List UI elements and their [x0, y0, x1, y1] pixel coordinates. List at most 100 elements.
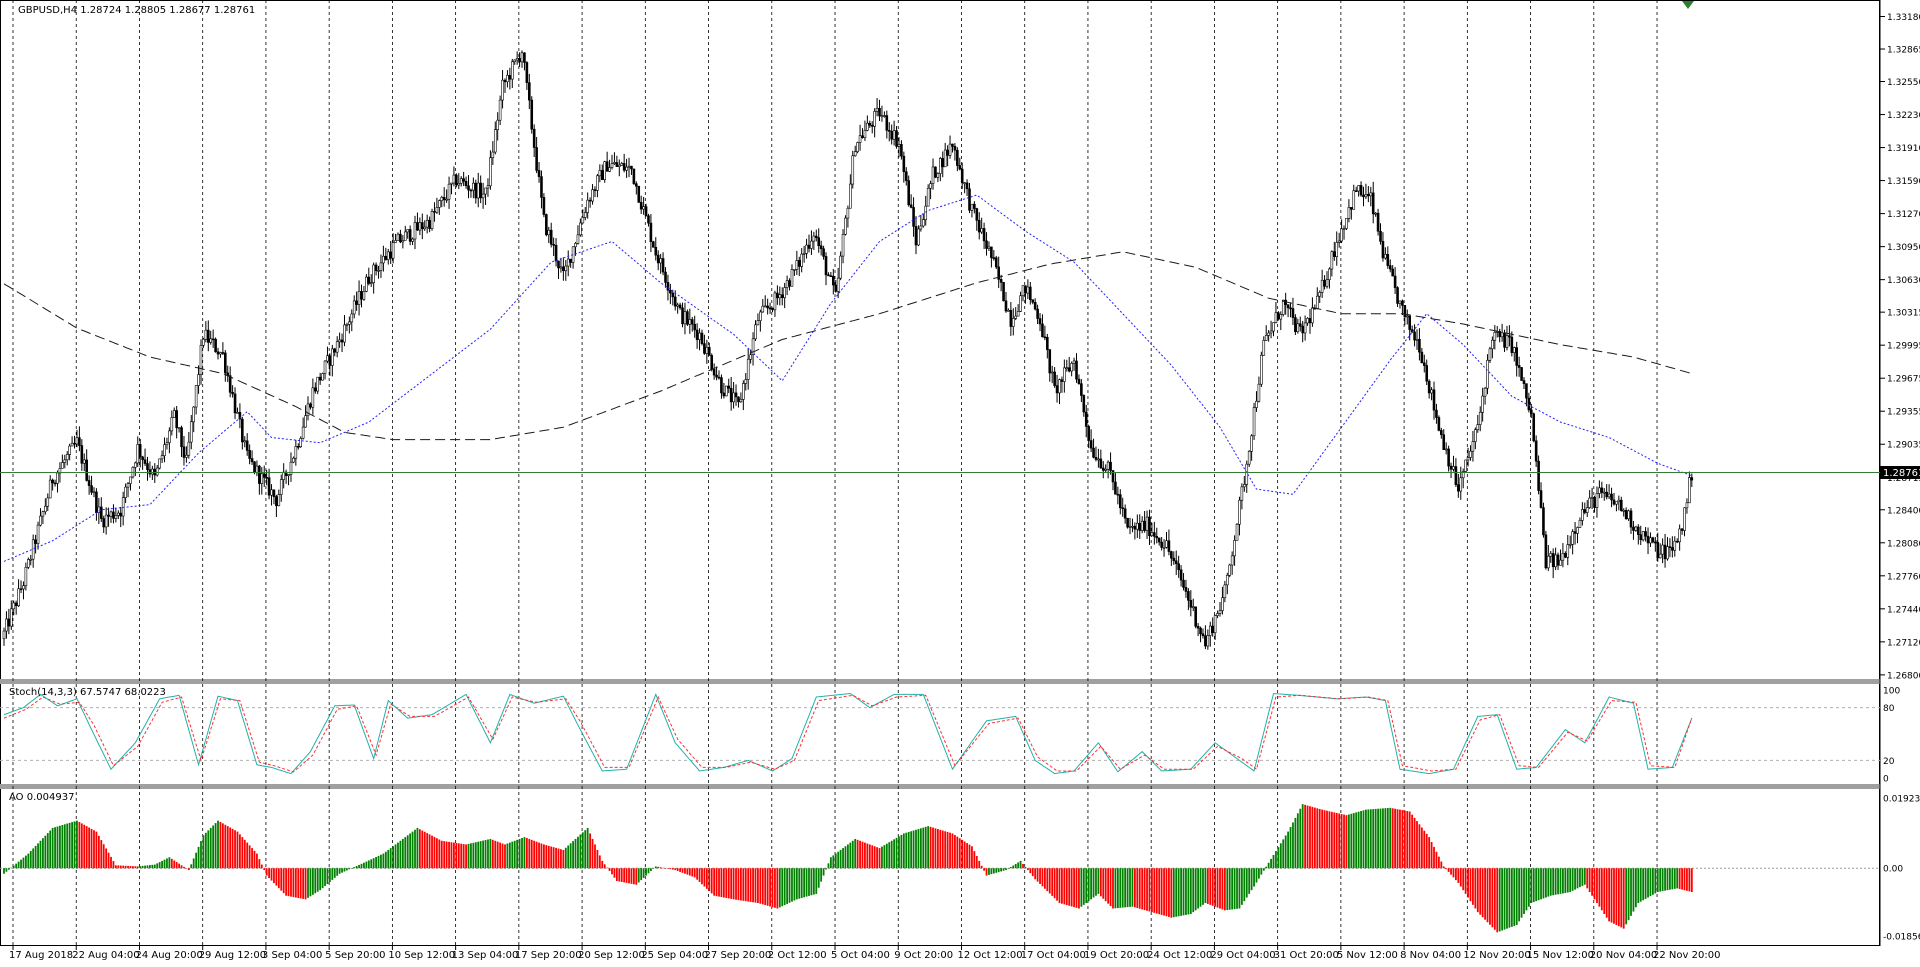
candle-bull: [348, 322, 350, 324]
candle-bear: [772, 308, 774, 310]
ao-bar-down: [88, 827, 90, 868]
candle-bear: [1455, 467, 1457, 485]
ao-bar-down: [1336, 813, 1338, 868]
ao-bar-up: [1538, 868, 1540, 900]
candle-bull: [1555, 555, 1557, 567]
candle-bear: [1029, 287, 1031, 300]
ao-bar-up: [1015, 864, 1017, 868]
ao-bar-down: [465, 844, 467, 868]
candle-bull: [579, 223, 581, 235]
ao-bar-up: [195, 853, 197, 869]
ao-bar-up: [995, 868, 997, 873]
candle-bear: [993, 258, 995, 259]
candle-bull: [939, 158, 941, 173]
candle-bull: [485, 188, 487, 194]
ao-bar-down: [684, 868, 686, 873]
candle-bull: [1020, 296, 1022, 312]
candle-bear: [869, 123, 871, 125]
chart-shift-marker[interactable]: [1682, 1, 1694, 9]
candle-bull: [1209, 626, 1211, 635]
price-pane[interactable]: 1.33180 1.32865 1.32550 1.32230 1.31910 1.315…: [0, 1, 1920, 681]
ao-bar-down: [769, 868, 771, 906]
ao-bar-up: [480, 841, 482, 868]
ao-bar-down: [504, 844, 506, 868]
candle-bear: [1440, 430, 1442, 434]
candle-bear: [815, 236, 817, 238]
ao-bar-down: [1029, 868, 1031, 873]
ao-bar-down: [91, 829, 93, 868]
ao-bar-up: [1085, 868, 1087, 903]
ao-bar-down: [120, 866, 122, 869]
ao-bar-down: [1022, 864, 1024, 868]
main-chart-title: GBPUSD,H4 1.28724 1.28805 1.28677 1.2876…: [18, 5, 255, 16]
ao-bar-down: [716, 868, 718, 896]
ao-bar-down: [932, 828, 934, 869]
candle-bear: [1508, 336, 1510, 337]
candle-bull: [5, 619, 7, 631]
candle-bull: [964, 183, 966, 184]
ao-bar-up: [835, 854, 837, 869]
ao-bar-down: [531, 840, 533, 868]
candle-bear: [769, 308, 771, 309]
candle-bear: [297, 446, 299, 447]
candle-bear: [1034, 302, 1036, 309]
candle-bear: [1404, 305, 1406, 316]
ao-bar-up: [927, 826, 929, 868]
candle-bear: [266, 477, 268, 478]
ao-bar-down: [560, 849, 562, 868]
candle-bull: [156, 468, 158, 475]
candle-bear: [1443, 435, 1445, 450]
ao-bar-up: [1504, 868, 1506, 929]
ao-bar-up: [1550, 868, 1552, 895]
candle-bear: [723, 393, 725, 396]
ao-bar-down: [1166, 868, 1168, 916]
candle-bear: [1085, 412, 1087, 426]
ao-bar-up: [1662, 868, 1664, 891]
candle-bull: [93, 492, 95, 493]
candle-bear: [1076, 361, 1078, 379]
candle-bull: [1146, 517, 1148, 530]
ao-bar-up: [348, 868, 350, 869]
ao-bar-up: [1239, 868, 1241, 908]
candle-bear: [638, 186, 640, 202]
candle-bull: [57, 473, 59, 483]
time-label: 10 Sep 12:00: [388, 950, 455, 961]
ao-bar-up: [801, 868, 803, 898]
ao-bar-down: [1416, 821, 1418, 868]
ao-bar-down: [1404, 811, 1406, 869]
ao-bar-down: [1066, 868, 1068, 905]
candle-bear: [1037, 309, 1039, 318]
ao-bar-down: [597, 850, 599, 868]
ao-bar-down: [604, 864, 606, 868]
candle-bear: [543, 197, 545, 214]
ao-bar-up: [1372, 809, 1374, 868]
ao-bar-up: [217, 821, 219, 869]
candle-bear: [1119, 495, 1121, 508]
ao-bar-up: [1667, 868, 1669, 890]
ao-bar-down: [1623, 868, 1625, 928]
ao-bar-up: [1669, 868, 1671, 890]
candle-bull: [472, 183, 474, 190]
ao-bar-down: [721, 868, 723, 897]
ao-bar-down: [986, 868, 988, 875]
candle-bull: [1501, 333, 1503, 337]
ao-bar-up: [786, 868, 788, 904]
time-label: 22 Nov 20:00: [1653, 950, 1720, 961]
ao-bar-up: [1637, 868, 1639, 903]
candle-bear: [1139, 523, 1141, 530]
stochastic-pane[interactable]: 100 80 20 0 Stoch(14,3,3) 67.5747 68.0223: [0, 687, 1900, 785]
moving-average-slow: [4, 252, 1692, 440]
awesome-oscillator-pane[interactable]: 0.019239 0.00 -0.01856 AO 0.004937: [0, 792, 1920, 943]
candle-bull: [397, 234, 399, 240]
ao-bar-up: [42, 838, 44, 868]
candle-bear: [1039, 319, 1041, 324]
ao-bar-up: [1117, 868, 1119, 908]
candle-bear: [1117, 494, 1119, 495]
ao-bar-down: [1051, 868, 1053, 896]
ao-bar-up: [1387, 808, 1389, 868]
candle-bull: [813, 236, 815, 241]
candle-bear: [601, 170, 603, 179]
ao-bar-up: [370, 859, 372, 868]
ao-bar-up: [344, 868, 346, 871]
ao-bar-up: [212, 826, 214, 869]
